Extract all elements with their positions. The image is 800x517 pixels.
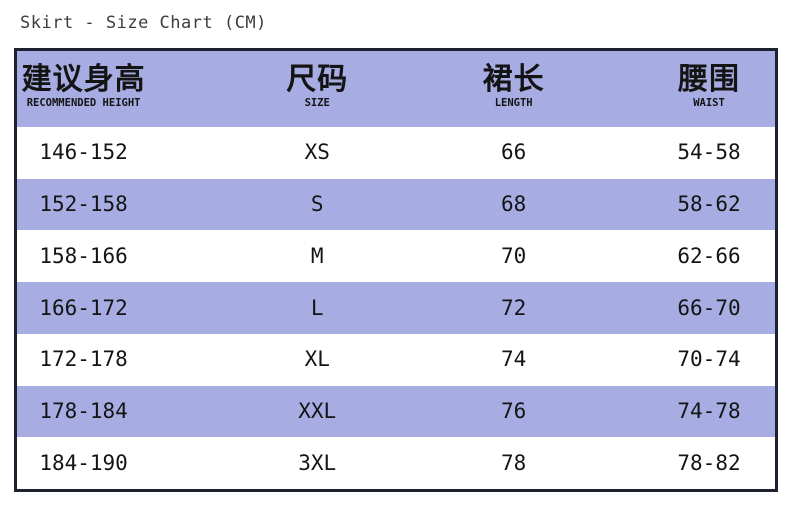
cell-height: 172-178 [39, 347, 128, 372]
column-header-zh-label: 尺码 [286, 61, 349, 97]
cell-length: 74 [501, 347, 527, 372]
cell-size: L [310, 295, 324, 320]
cell-height: 184-190 [39, 450, 128, 475]
cell-waist: 58-62 [677, 192, 741, 217]
table-body: 146-152 XS 66 54-58 152-158 S 68 58-62 158-166 M 7… [17, 127, 775, 490]
column-header-zh-label: 裙长 [482, 61, 545, 97]
cell-height: 146-152 [39, 140, 128, 165]
table-row: 152-158 S 68 58-62 [17, 178, 775, 231]
cell-size: M [310, 243, 324, 268]
table-row: 172-178 XL 74 70-74 [17, 333, 775, 386]
cell-height: 178-184 [39, 398, 128, 423]
cell-length: 78 [501, 450, 527, 475]
cell-size: S [310, 192, 324, 217]
table-row: 166-172 L 72 66-70 [17, 282, 775, 334]
column-header-zh-label: 建议身高 [21, 61, 146, 97]
cell-length: 66 [501, 140, 527, 165]
column-header-height: 建议身高 RECOMMENDED HEIGHT [4, 61, 163, 111]
column-header-en-label: LENGTH [494, 97, 533, 110]
cell-length: 68 [501, 192, 527, 217]
cell-height: 166-172 [39, 295, 128, 320]
cell-waist: 74-78 [677, 398, 741, 423]
cell-size: XS [304, 140, 330, 165]
column-header-en-label: RECOMMENDED HEIGHT [26, 97, 141, 110]
table-row: 184-190 3XL 78 78-82 [17, 437, 775, 490]
column-header-en-label: WAIST [693, 97, 725, 110]
cell-waist: 70-74 [677, 347, 741, 372]
table-row: 146-152 XS 66 54-58 [17, 127, 775, 179]
cell-size: XL [304, 347, 330, 372]
cell-waist: 78-82 [677, 450, 741, 475]
cell-waist: 62-66 [677, 243, 741, 268]
table-header-row: 建议身高 RECOMMENDED HEIGHT 尺码 SIZE 裙长 LENGTH 腰围 WA… [17, 51, 775, 127]
cell-height: 152-158 [39, 192, 128, 217]
column-header-en-label: SIZE [304, 97, 330, 110]
cell-waist: 66-70 [677, 295, 741, 320]
column-header-size: 尺码 SIZE [192, 61, 442, 111]
cell-size: 3XL [298, 450, 337, 475]
cell-length: 70 [501, 243, 527, 268]
cell-length: 72 [501, 295, 527, 320]
page-title: Skirt - Size Chart (CM) [20, 13, 267, 33]
column-header-waist: 腰围 WAIST [618, 61, 800, 111]
cell-height: 158-166 [39, 243, 128, 268]
table-row: 158-166 M 70 62-66 [17, 230, 775, 283]
size-chart-table: 建议身高 RECOMMENDED HEIGHT 尺码 SIZE 裙长 LENGTH 腰围 WA… [14, 48, 778, 492]
table-row: 178-184 XXL 76 74-78 [17, 385, 775, 438]
column-header-length: 裙长 LENGTH [430, 61, 597, 111]
cell-waist: 54-58 [677, 140, 741, 165]
cell-length: 76 [501, 398, 527, 423]
column-header-zh-label: 腰围 [678, 61, 740, 97]
cell-size: XXL [298, 398, 337, 423]
